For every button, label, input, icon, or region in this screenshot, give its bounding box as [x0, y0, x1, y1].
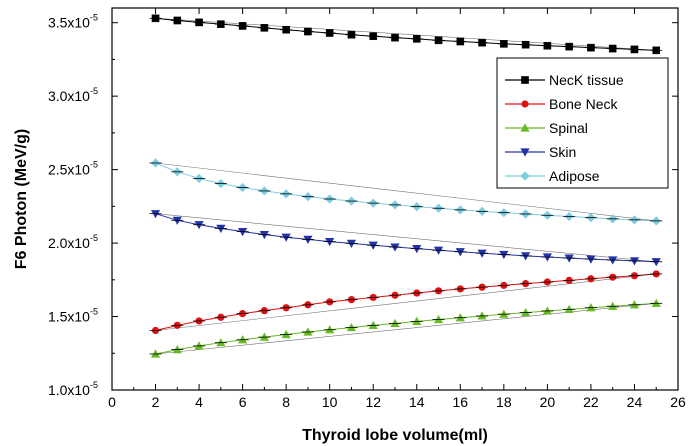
y-tick-label: 1.0x10-5 — [48, 380, 98, 398]
data-point — [259, 230, 269, 240]
data-point — [477, 249, 487, 258]
series-skin — [149, 210, 663, 267]
data-point — [368, 241, 378, 250]
data-point — [216, 224, 226, 233]
y-tick-label: 2.5x10-5 — [48, 160, 98, 178]
data-point — [586, 303, 596, 312]
data-point — [368, 320, 378, 329]
x-tick-label: 20 — [540, 394, 556, 410]
data-point — [629, 257, 640, 266]
data-point — [499, 309, 509, 318]
data-point — [194, 221, 204, 230]
x-tick-label: 2 — [152, 394, 160, 410]
x-tick-label: 26 — [670, 394, 686, 410]
y-tick-label: 1.5x10-5 — [48, 307, 98, 325]
data-point — [521, 307, 531, 317]
legend-label: Spinal — [549, 120, 588, 136]
series-spinal — [149, 298, 663, 358]
x-axis-label: Thyroid lobe volume(ml) — [302, 427, 488, 444]
data-point — [412, 316, 422, 325]
data-point — [521, 100, 529, 108]
fit-line — [155, 273, 657, 331]
legend: NecK tissue Bone Neck Spinal Skin Adipose — [496, 57, 669, 189]
data-point — [521, 76, 529, 84]
data-point — [477, 311, 487, 320]
legend-item: Skin — [505, 144, 576, 160]
legend-item: Spinal — [505, 120, 588, 136]
data-point — [542, 253, 552, 262]
data-point — [651, 258, 661, 267]
data-point — [520, 148, 530, 157]
data-point — [390, 318, 400, 328]
data-point — [455, 313, 465, 322]
legend-label: Adipose — [549, 168, 600, 184]
data-point — [520, 123, 530, 132]
data-point — [455, 248, 465, 257]
data-point — [216, 338, 226, 347]
data-point — [520, 171, 530, 181]
x-tick-label: 6 — [239, 394, 247, 410]
series-bone-neck — [149, 270, 663, 335]
x-tick-label: 8 — [282, 394, 290, 410]
data-point — [564, 254, 574, 263]
data-point — [433, 246, 444, 255]
x-tick-label: 0 — [108, 394, 116, 410]
y-tick-label: 2.0x10-5 — [48, 233, 98, 251]
data-point — [586, 255, 596, 264]
data-point — [303, 235, 313, 245]
data-point — [281, 329, 291, 339]
data-point — [608, 256, 618, 265]
data-point — [521, 252, 531, 261]
data-point — [433, 314, 444, 324]
data-point — [150, 210, 161, 219]
x-tick-label: 12 — [365, 394, 381, 410]
data-point — [390, 243, 400, 252]
y-tick-label: 3.0x10-5 — [48, 86, 98, 104]
data-point — [238, 228, 248, 237]
data-point — [303, 327, 313, 336]
y-axis-label: F6 Photon (MeV/g) — [13, 129, 30, 269]
legend-item: Bone Neck — [505, 96, 618, 112]
x-tick-label: 14 — [409, 394, 425, 410]
data-point — [608, 301, 618, 310]
legend-label: Bone Neck — [549, 96, 618, 112]
data-point — [651, 298, 661, 307]
legend-label: NecK tissue — [549, 72, 624, 88]
fit-line — [155, 213, 657, 263]
data-point — [499, 250, 509, 260]
x-tick-label: 22 — [583, 394, 599, 410]
series-adipose — [149, 158, 663, 226]
series-neck-tissue — [149, 14, 663, 55]
data-point — [542, 306, 552, 315]
data-point — [172, 344, 182, 354]
legend-item: NecK tissue — [505, 72, 624, 88]
data-point — [629, 300, 640, 309]
fit-line — [155, 162, 657, 222]
data-point — [238, 335, 248, 344]
axes: 0 2 4 6 8 10 12 14 16 18 20 22 24 261.0x10-51.5x10-52… — [48, 8, 686, 410]
x-tick-label: 18 — [496, 394, 512, 410]
x-tick-label: 16 — [453, 394, 469, 410]
x-tick-label: 24 — [627, 394, 643, 410]
data-point — [194, 341, 204, 350]
y-tick-label: 3.5x10-5 — [48, 13, 98, 31]
series-layer — [149, 14, 663, 358]
x-tick-label: 10 — [322, 394, 338, 410]
data-point — [150, 349, 161, 358]
data-point — [564, 304, 574, 313]
data-point — [325, 325, 335, 334]
x-tick-label: 4 — [195, 394, 203, 410]
data-point — [281, 233, 291, 242]
data-point — [325, 238, 335, 247]
data-point — [172, 216, 182, 225]
data-point — [412, 245, 422, 254]
data-point — [346, 322, 357, 332]
legend-label: Skin — [549, 144, 576, 160]
data-point — [346, 239, 357, 248]
legend-item: Adipose — [505, 168, 600, 184]
data-point — [259, 332, 269, 341]
